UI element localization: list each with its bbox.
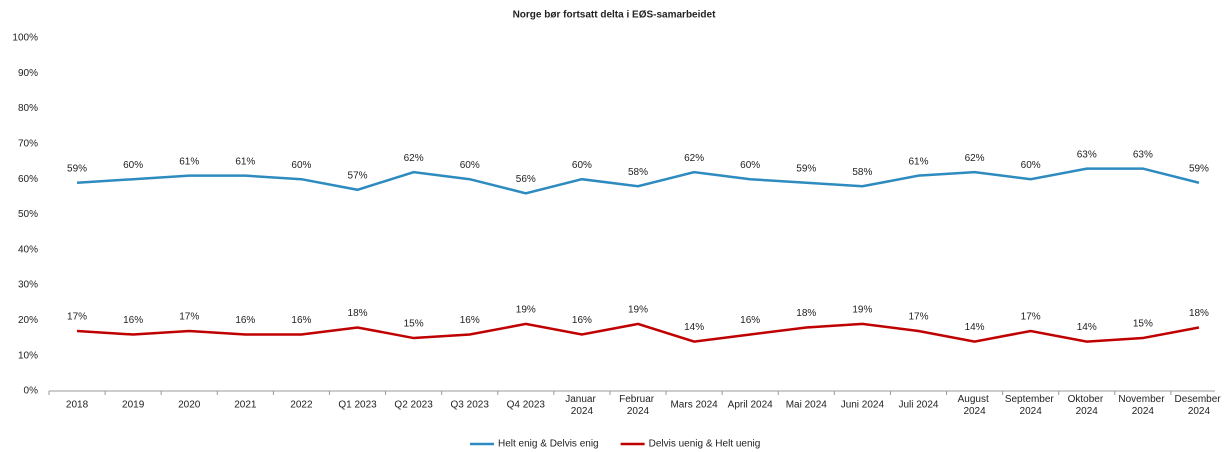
x-tick-label: Desember 2024 [1174,394,1223,417]
data-label: 62% [684,153,704,164]
data-label: 15% [1133,319,1153,330]
data-label: 14% [965,322,985,333]
x-tick-label: Mai 2024 [786,400,828,411]
x-tick-label: August 2024 [958,394,992,417]
y-tick-label: 70% [18,139,38,150]
data-label: 60% [1021,160,1041,171]
data-label: 59% [67,163,87,174]
x-tick-label: November 2024 [1118,394,1167,417]
data-label: 59% [796,163,816,174]
y-tick-label: 20% [18,315,38,326]
data-label: 63% [1133,149,1153,160]
x-tick-label: Q2 2023 [394,400,433,411]
data-label: 16% [123,315,143,326]
x-tick-label: 2022 [290,400,313,411]
legend-label: Helt enig & Delvis enig [498,439,599,450]
data-label: 60% [291,160,311,171]
x-tick-label: Juli 2024 [898,400,938,411]
data-label: 18% [348,308,368,319]
data-label: 61% [235,156,255,167]
data-label: 58% [852,167,872,178]
x-tick-label: Mars 2024 [670,400,718,411]
data-label: 61% [179,156,199,167]
data-label: 62% [965,153,985,164]
data-label: 16% [740,315,760,326]
data-label: 14% [1077,322,1097,333]
data-label: 15% [404,319,424,330]
data-label: 19% [628,305,648,316]
data-label: 17% [67,312,87,323]
data-label: 17% [908,312,928,323]
data-label: 57% [348,170,368,181]
data-label: 19% [852,305,872,316]
data-label: 61% [908,156,928,167]
data-label: 60% [740,160,760,171]
data-label: 18% [1189,308,1209,319]
x-tick-label: 2021 [234,400,257,411]
y-tick-label: 50% [18,209,38,220]
x-tick-label: 2020 [178,400,201,411]
data-label: 16% [291,315,311,326]
x-tick-label: Februar 2024 [619,394,657,417]
data-label: 16% [235,315,255,326]
y-tick-label: 80% [18,103,38,114]
x-tick-label: 2018 [66,400,89,411]
x-tick-label: Q1 2023 [338,400,377,411]
chart-title: Norge bør fortsatt delta i EØS-samarbeid… [513,10,716,21]
y-tick-label: 10% [18,350,38,361]
y-tick-label: 90% [18,68,38,79]
y-tick-label: 60% [18,174,38,185]
x-tick-label: September 2024 [1005,394,1057,417]
data-label: 60% [460,160,480,171]
series-line [76,167,1200,195]
data-label: 59% [1189,163,1209,174]
data-label: 17% [179,312,199,323]
x-tick-label: April 2024 [728,400,773,411]
data-label: 16% [460,315,480,326]
x-tick-label: Oktober 2024 [1068,394,1106,417]
x-tick-label: Januar 2024 [565,394,598,417]
x-tick-label: Q3 2023 [451,400,490,411]
x-tick-label: 2019 [122,400,145,411]
data-label: 60% [572,160,592,171]
data-label: 63% [1077,149,1097,160]
x-tick-label: Juni 2024 [841,400,885,411]
data-label: 14% [684,322,704,333]
x-tick-label: Q4 2023 [507,400,546,411]
y-tick-label: 100% [12,33,38,44]
legend-label: Delvis uenig & Helt uenig [649,439,761,450]
data-label: 19% [516,305,536,316]
y-tick-label: 40% [18,244,38,255]
data-label: 16% [572,315,592,326]
y-tick-label: 0% [24,386,39,397]
data-label: 60% [123,160,143,171]
data-label: 56% [516,174,536,185]
data-label: 58% [628,167,648,178]
data-label: 17% [1021,312,1041,323]
y-tick-label: 30% [18,280,38,291]
data-label: 62% [404,153,424,164]
series-line [76,322,1200,343]
data-label: 18% [796,308,816,319]
